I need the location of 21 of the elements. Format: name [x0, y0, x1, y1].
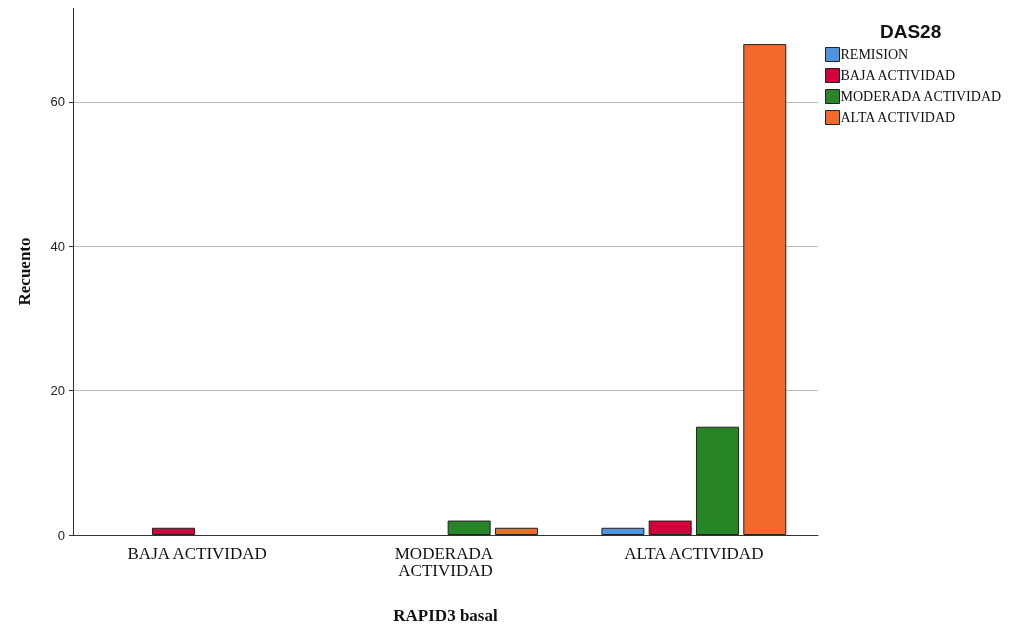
x-tick-label: MODERADA ACTIVIDAD [394, 544, 497, 580]
bar [601, 527, 645, 535]
y-tick-label: 40 [50, 238, 65, 254]
bar [152, 527, 196, 535]
y-tick-label: 0 [57, 527, 65, 543]
y-axis-title: Recuento [15, 237, 34, 306]
bar [494, 527, 538, 535]
bar [743, 44, 787, 535]
bar [648, 520, 692, 535]
y-tick-label: 20 [50, 383, 65, 399]
legend-title: DAS28 [880, 21, 942, 42]
legend-label: MODERADA ACTIVIDAD [840, 89, 1002, 104]
legend-label: REMISION [840, 47, 909, 62]
bar [447, 520, 491, 535]
y-tick-label: 60 [50, 94, 65, 110]
x-tick-label: BAJA ACTIVIDAD [127, 544, 267, 563]
bar [695, 426, 739, 535]
legend-label: BAJA ACTIVIDAD [840, 68, 956, 83]
legend-label: ALTA ACTIVIDAD [840, 110, 956, 125]
x-tick-label: ALTA ACTIVIDAD [624, 544, 764, 563]
x-axis-title: RAPID3 basal [393, 606, 498, 625]
